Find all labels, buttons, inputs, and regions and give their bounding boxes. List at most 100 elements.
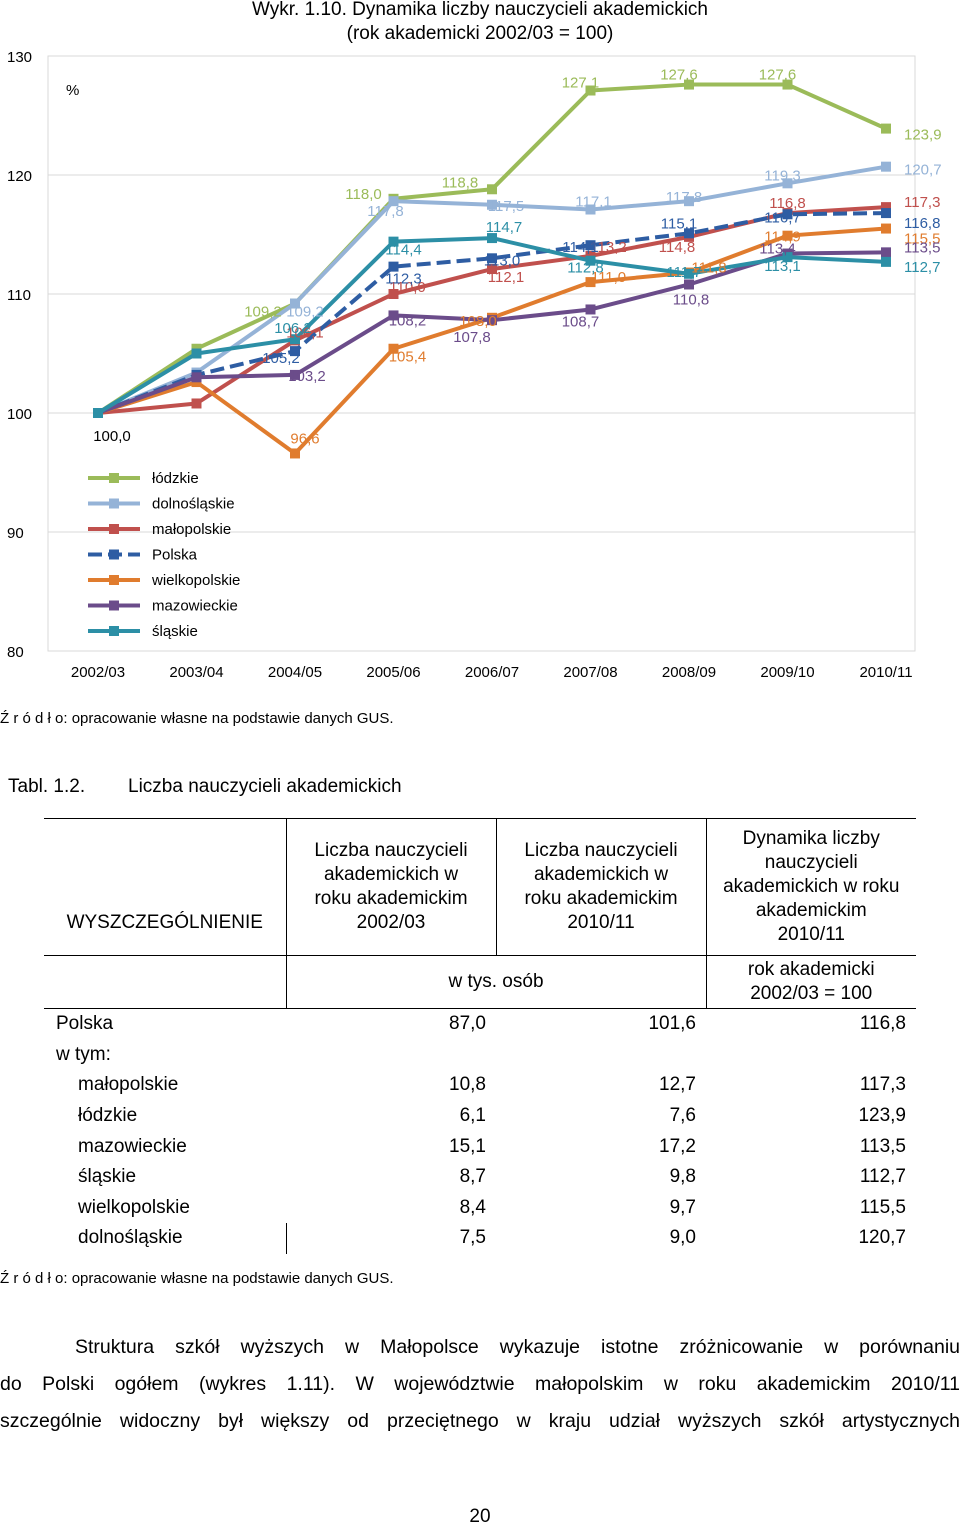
series-lines [93, 79, 891, 459]
row-value-2002: 10,8 [449, 1074, 486, 1096]
chart-unit-label: % [66, 82, 79, 99]
data-label: 117,8 [367, 203, 403, 220]
row-name: śląskie [78, 1166, 137, 1188]
data-point [684, 79, 694, 90]
x-tick-label: 2010/11 [859, 664, 912, 681]
data-label: 117,3 [904, 194, 940, 211]
header-unit: w tys. osób [285, 955, 706, 1009]
table-caption-label: Tabl. 1.2. [8, 776, 86, 797]
row-value-dynamics: 112,7 [859, 1166, 906, 1188]
data-point [487, 264, 497, 275]
data-point [585, 255, 596, 266]
row-value-2010: 9,7 [669, 1196, 696, 1218]
data-point [487, 315, 497, 326]
data-label: 119,3 [764, 167, 800, 184]
data-label: 116,8 [769, 195, 805, 212]
data-label: 114,4 [385, 242, 421, 259]
y-tick-label: 80 [7, 644, 24, 661]
teachers-table: WYSZCZEGÓLNIENIE Liczba nauczycieli akade… [44, 818, 916, 1254]
x-tick-label: 2009/10 [760, 664, 814, 681]
row-value-2010: 9,8 [669, 1166, 696, 1188]
header-empty-cell [44, 955, 286, 1009]
data-label: 113,4 [759, 241, 795, 258]
data-label: 118,0 [345, 186, 381, 203]
data-label: 96,6 [290, 430, 319, 447]
data-label: 106,2 [274, 320, 312, 337]
data-label: 117,8 [666, 189, 702, 206]
row-value-2002: 6,1 [459, 1105, 486, 1127]
data-point [585, 240, 596, 251]
data-label: 127,6 [759, 67, 797, 84]
data-point [290, 298, 300, 309]
legend-marker [109, 575, 119, 585]
data-labels: 109,2 118,0 118,8 127,1 127,6 127,6 123,9 109,2… [93, 67, 941, 448]
legend-label: mazowieckie [152, 598, 238, 615]
table-row-w-tym: w tym: [44, 1040, 916, 1071]
line-chart: Wykr. 1.10. Dynamika liczby nauczycieli … [7, 0, 942, 681]
row-value-2002: 7,5 [459, 1227, 486, 1249]
row-name: wielkopolskie [78, 1196, 190, 1218]
legend-marker [109, 626, 119, 636]
data-label: 112,7 [904, 259, 940, 276]
data-point [585, 304, 596, 315]
data-point [487, 233, 497, 244]
data-point [290, 369, 300, 380]
data-label: 120,7 [904, 162, 942, 179]
table-row: wielkopolskie 8,4 9,7 115,5 [44, 1193, 916, 1224]
row-value-2010: 12,7 [659, 1074, 696, 1096]
row-name: w tym: [56, 1043, 111, 1065]
data-point [782, 79, 793, 90]
y-tick-label: 110 [7, 287, 31, 304]
row-name: mazowieckie [78, 1135, 187, 1157]
row-name: małopolskie [78, 1074, 179, 1096]
data-label: 111,7 [666, 264, 701, 281]
data-point [782, 252, 793, 263]
data-point [881, 161, 891, 172]
data-label: 107,8 [453, 329, 491, 346]
legend-marker [109, 524, 119, 534]
x-tick-label: 2008/09 [662, 664, 716, 681]
legend-label: Polska [152, 547, 198, 564]
row-value-dynamics: 117,3 [859, 1074, 906, 1096]
data-label: 112,1 [488, 269, 524, 286]
data-label: 114,8 [659, 239, 695, 256]
data-label: 109,2 [286, 304, 324, 321]
data-label: 110,0 [389, 279, 425, 296]
data-point [782, 230, 793, 241]
data-label: 106,1 [286, 324, 324, 341]
chart-title-line1: Wykr. 1.10. Dynamika liczby nauczycieli … [252, 0, 708, 20]
header-dynamics: Dynamika liczby nauczycieli akademickich w… [705, 818, 916, 956]
row-value-2002: 87,0 [449, 1013, 486, 1035]
data-point [881, 202, 891, 213]
y-tick-label: 130 [7, 49, 32, 66]
legend-label: małopolskie [152, 521, 231, 538]
legend-label: dolnośląskie [152, 496, 235, 513]
x-tick-label: 2004/05 [268, 664, 322, 681]
data-label: 114,9 [764, 229, 800, 246]
data-label: 116,7 [764, 209, 800, 226]
y-axis-ticks: 80 90 100 110 120 130 [7, 49, 32, 661]
y-tick-label: 90 [7, 525, 24, 542]
data-point [487, 184, 497, 195]
data-label: 113,5 [904, 239, 940, 256]
legend-marker [109, 473, 119, 483]
y-tick-label: 120 [7, 168, 32, 185]
header-wyszczegolnienie: WYSZCZEGÓLNIENIE [44, 818, 286, 956]
series-line [97, 211, 887, 415]
data-point [585, 277, 596, 288]
paragraph-line-2: do Polski ogółem (wykres 1.11). W wojewó… [0, 1373, 960, 1395]
paragraph-line-1: Struktura szkół wyższych w Małopolsce wy… [75, 1336, 960, 1358]
x-axis-ticks: 2002/03 2003/04 2004/05 2005/06 2006/07 2007/… [71, 664, 913, 681]
row-value-2002: 8,4 [459, 1196, 486, 1218]
data-label: 123,9 [904, 127, 942, 144]
data-label: 127,6 [660, 67, 698, 84]
data-point [388, 343, 399, 354]
data-label: 111,8 [691, 260, 726, 277]
figure-source-note: Ź r ó d ł o: opracowanie własne na podst… [0, 710, 394, 727]
table-row: dolnośląskie 7,5 9,0 120,7 [44, 1223, 916, 1254]
data-label: 100,0 [93, 428, 131, 445]
table-row-polska: Polska 87,0 101,6 116,8 [44, 1009, 916, 1040]
data-point [388, 236, 399, 247]
page-number: 20 [469, 1506, 491, 1527]
row-value-2002: 15,1 [449, 1135, 486, 1157]
